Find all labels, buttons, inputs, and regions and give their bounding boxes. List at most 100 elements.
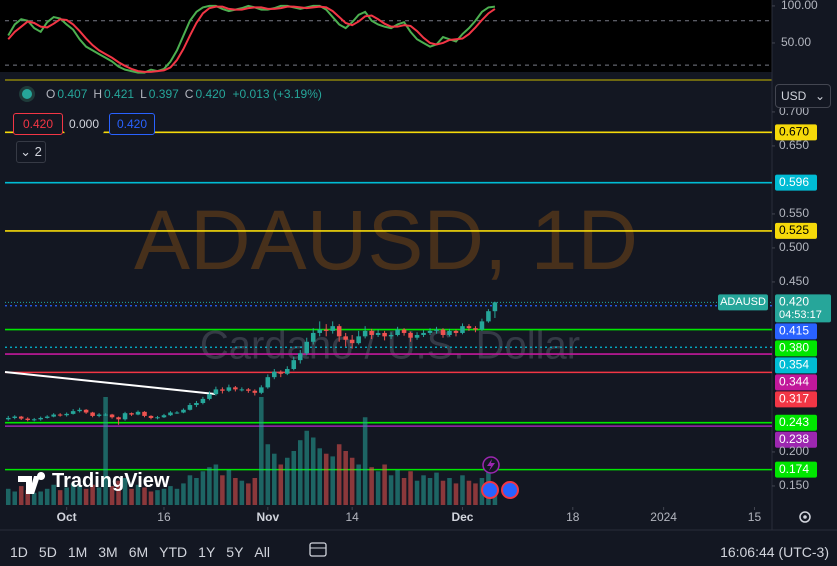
price-label: 0.420: [779, 295, 809, 309]
volume-bar: [103, 397, 108, 505]
candle-body: [401, 329, 407, 333]
buy-button[interactable]: 0.420: [109, 113, 155, 135]
volume-bar: [213, 464, 219, 505]
event-icon[interactable]: [501, 481, 519, 499]
candle-body: [148, 415, 154, 418]
settings-icon[interactable]: [799, 511, 811, 523]
candle-body: [278, 371, 284, 374]
price-label: 0.238: [779, 432, 809, 446]
name-watermark: Cardano / U.S. Dollar: [200, 324, 580, 368]
gear[interactable]: [799, 511, 811, 523]
candle-body: [207, 394, 212, 399]
volume-bar: [174, 488, 180, 505]
volume-bar: [297, 440, 303, 505]
volume-bar: [401, 478, 407, 505]
volume-bar: [408, 471, 413, 505]
range-button[interactable]: 3M: [98, 544, 118, 560]
x-tick-label: 14: [345, 510, 359, 524]
volume-bar: [447, 478, 452, 505]
candle-body: [142, 411, 147, 416]
event-icon[interactable]: [481, 481, 499, 499]
legend-change: +0.013 (+3.19%): [232, 87, 322, 101]
volume-bar: [317, 448, 322, 505]
volume-bar: [83, 488, 89, 505]
candle-body: [473, 328, 478, 330]
volume-bar: [375, 471, 381, 505]
x-tick-label: 18: [566, 510, 580, 524]
candle-body: [323, 329, 329, 331]
volume-bar: [70, 483, 76, 505]
legend-value: 0.397: [148, 87, 179, 101]
range-button[interactable]: 1Y: [198, 544, 216, 560]
candle-body: [174, 412, 180, 414]
candle-body: [414, 334, 420, 338]
legend-key: O: [46, 87, 56, 101]
symbol-tag: ADAUSD: [720, 296, 766, 308]
price-label-bg: [775, 222, 817, 239]
range-button[interactable]: All: [254, 544, 270, 560]
y-tick-label: 0.550: [779, 206, 809, 220]
currency-select[interactable]: USD ⌄: [775, 84, 831, 108]
candle-body: [434, 329, 439, 331]
volume-bar: [265, 444, 271, 505]
legend-key: H: [93, 87, 103, 101]
indicator-toggle[interactable]: ⌄ 2: [16, 141, 46, 163]
countdown: 04:53:17: [779, 309, 822, 321]
y-tick-label: 0.650: [779, 138, 809, 152]
candle-body: [96, 414, 102, 416]
volume-bar: [122, 478, 128, 505]
candle-body: [31, 419, 37, 421]
candle-body: [155, 417, 160, 419]
candle-body: [291, 360, 297, 369]
indicator-tick-label: 50.00: [781, 35, 811, 49]
indicator-line: [7, 4, 496, 74]
price-label-bg: [775, 391, 817, 408]
candle-body: [466, 326, 472, 329]
time-axis: Oct 16 Nov 14 Dec 18 2024 15: [57, 507, 761, 524]
range-button[interactable]: 5D: [38, 544, 57, 560]
candle-body: [239, 389, 245, 391]
volume-bar: [200, 471, 206, 505]
legend-key: C: [184, 87, 194, 101]
volume-bar: [187, 475, 193, 505]
price-label: 0.596: [779, 175, 809, 189]
price-label: 0.174: [779, 462, 809, 476]
range-icon[interactable]: [309, 542, 327, 557]
volume-bar: [453, 483, 459, 505]
legend: O 0.407 H 0.421 L 0.397 C 0.420 +0.013 (+3.19%): [22, 87, 322, 101]
candle-body: [213, 389, 219, 395]
price-label-bg: [775, 374, 817, 391]
candle-body: [129, 413, 134, 415]
volume-bar: [57, 490, 63, 505]
x-tick-label: Dec: [451, 510, 473, 524]
volume-bar: [161, 488, 167, 505]
status-dot: [22, 89, 32, 99]
range-button[interactable]: 5Y: [226, 544, 244, 560]
volume-bar: [148, 491, 154, 505]
calendar[interactable]: [309, 542, 327, 557]
price-label: 0.380: [779, 341, 809, 355]
range-button[interactable]: YTD: [159, 544, 188, 560]
candle-body: [336, 326, 342, 337]
volume-bar: [64, 487, 69, 505]
candle-body: [122, 413, 128, 420]
candle-body: [44, 416, 50, 418]
price-label-bg: [775, 174, 817, 191]
volume-bar: [343, 451, 348, 505]
candle-body: [375, 332, 381, 335]
candle-body: [70, 411, 76, 414]
candle-body: [168, 412, 173, 416]
range-button[interactable]: 1M: [67, 544, 88, 560]
range-button[interactable]: 6M: [128, 544, 149, 560]
range-button[interactable]: 1D: [10, 544, 28, 560]
sell-button[interactable]: 0.420: [13, 113, 63, 135]
volume-bar: [129, 488, 134, 505]
volume-bar: [44, 488, 50, 505]
price-label: 0.415: [779, 324, 809, 338]
candle-body: [356, 336, 361, 344]
candle-body: [304, 341, 310, 354]
volume-bar: [233, 478, 238, 505]
volume-bar: [369, 467, 374, 505]
clock: 16:06:44 (UTC-3): [720, 544, 829, 560]
